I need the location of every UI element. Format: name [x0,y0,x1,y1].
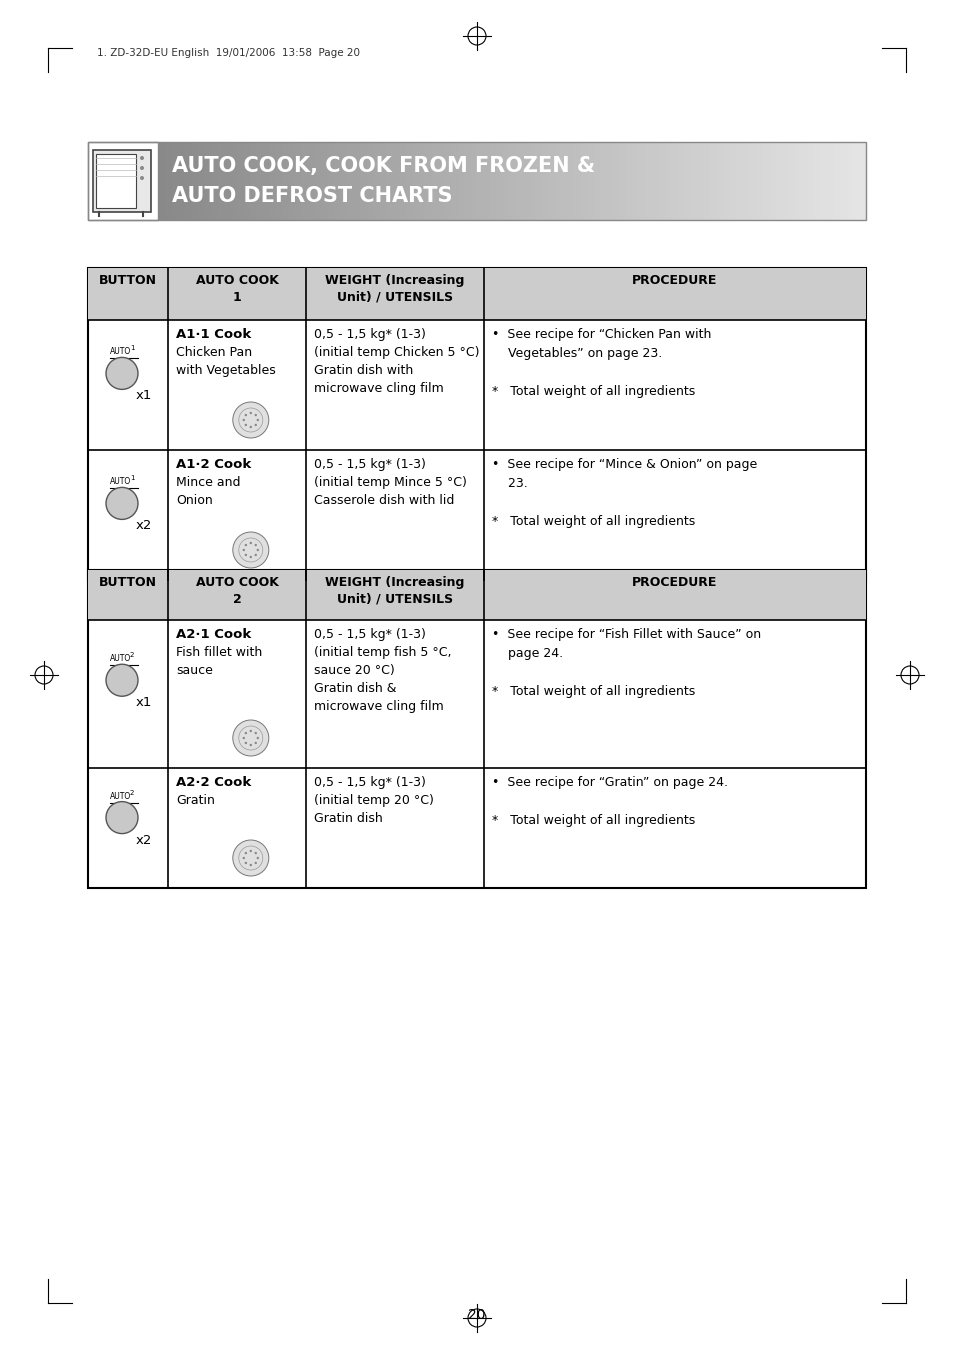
Bar [490,142,497,220]
Bar [645,142,652,220]
Circle shape [254,732,256,734]
Text: Gratin: Gratin [175,794,214,807]
Bar [444,142,451,220]
Bar [340,142,348,220]
Bar [658,142,665,220]
Text: 20: 20 [468,1308,485,1323]
Bar [678,142,684,220]
Bar [120,142,128,220]
Bar [451,142,457,220]
Text: A2·1 Cook: A2·1 Cook [175,628,251,640]
Text: 0,5 - 1,5 kg* (1-3)
(initial temp 20 °C)
Gratin dish: 0,5 - 1,5 kg* (1-3) (initial temp 20 °C)… [314,775,434,825]
Bar [192,142,198,220]
Bar [528,142,536,220]
Bar [729,142,736,220]
Bar [185,142,193,220]
Text: Mince and
Onion: Mince and Onion [175,476,240,507]
Circle shape [244,554,247,557]
Bar [314,142,321,220]
Circle shape [256,549,258,551]
Bar [360,142,367,220]
Bar [574,142,580,220]
Bar [560,142,568,220]
Bar [516,142,522,220]
Bar [256,142,263,220]
Text: AUTO: AUTO [110,654,132,663]
Bar [96,154,136,208]
Bar [502,142,510,220]
Text: PROCEDURE: PROCEDURE [632,274,717,286]
Bar [431,142,438,220]
Text: 1: 1 [130,476,134,481]
Text: 0,5 - 1,5 kg* (1-3)
(initial temp fish 5 °C,
sauce 20 °C)
Gratin dish &
microwav: 0,5 - 1,5 kg* (1-3) (initial temp fish 5… [314,628,451,713]
Circle shape [233,403,269,438]
Bar [88,142,158,220]
Bar [127,142,133,220]
Text: A1·1 Cook: A1·1 Cook [175,328,251,340]
Bar [548,142,555,220]
Text: 1. ZD-32D-EU English  19/01/2006  13:58  Page 20: 1. ZD-32D-EU English 19/01/2006 13:58 Pa… [97,49,359,58]
Bar [664,142,671,220]
Bar [820,142,827,220]
Circle shape [106,358,138,389]
Bar [217,142,224,220]
Circle shape [256,857,258,859]
Text: Fish fillet with
sauce: Fish fillet with sauce [175,646,262,677]
Bar [606,142,613,220]
Circle shape [250,850,252,852]
Circle shape [254,852,256,854]
Bar [476,142,483,220]
Bar [683,142,691,220]
Circle shape [106,801,138,834]
Bar [198,142,205,220]
Bar [250,142,256,220]
Bar [88,570,865,888]
Bar [398,142,406,220]
Bar [289,142,295,220]
Bar [405,142,413,220]
Bar [852,142,859,220]
Bar [328,142,335,220]
Bar [146,142,153,220]
Bar [205,142,212,220]
Text: •  See recipe for “Mince & Onion” on page
    23.

*   Total weight of all ingre: • See recipe for “Mince & Onion” on page… [492,458,757,528]
Bar [625,142,633,220]
Text: 2: 2 [130,789,134,796]
Bar [690,142,698,220]
Bar [794,142,801,220]
Bar [418,142,425,220]
Circle shape [233,532,269,567]
Bar [801,142,807,220]
Bar [243,142,251,220]
Bar [613,142,619,220]
Bar [522,142,529,220]
Circle shape [256,736,258,739]
Circle shape [254,424,256,426]
Bar [593,142,600,220]
Bar [92,150,151,212]
Text: A1·2 Cook: A1·2 Cook [175,458,251,471]
Text: AUTO COOK
2: AUTO COOK 2 [195,576,278,607]
Bar [308,142,315,220]
Circle shape [250,412,252,415]
Circle shape [256,419,258,422]
Text: •  See recipe for “Gratin” on page 24.

*   Total weight of all ingredients: • See recipe for “Gratin” on page 24. * … [492,775,727,827]
Bar [108,142,114,220]
Bar [632,142,639,220]
Circle shape [242,857,245,859]
Bar [813,142,821,220]
Bar [736,142,742,220]
Circle shape [244,862,247,865]
Bar [845,142,853,220]
Bar [166,142,172,220]
Bar [580,142,587,220]
Circle shape [254,862,256,865]
Bar [159,142,166,220]
Circle shape [140,155,144,159]
Bar [133,142,140,220]
Bar [833,142,840,220]
Circle shape [244,544,247,546]
Bar [639,142,645,220]
Bar [651,142,659,220]
Circle shape [244,732,247,734]
